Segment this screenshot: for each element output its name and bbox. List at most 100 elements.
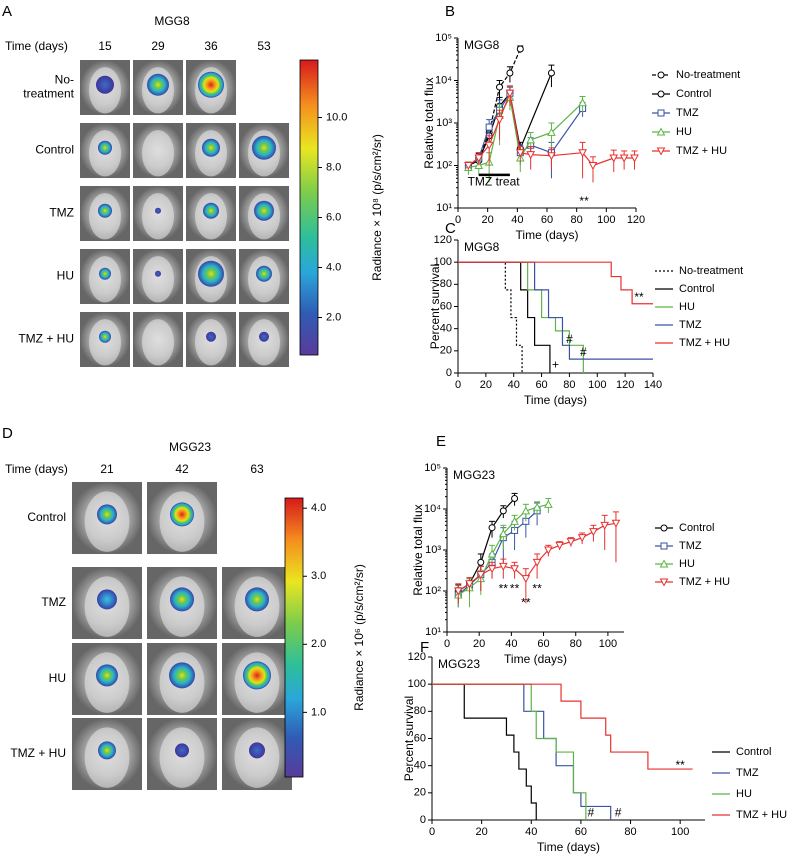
y-tick-label: 10² — [425, 585, 441, 597]
marker — [465, 580, 474, 589]
colorbar-tick-label: 1.0 — [311, 706, 326, 718]
annotation: ** — [532, 581, 542, 595]
legend-label: Control — [676, 88, 711, 100]
x-tick-label: 0 — [429, 826, 435, 838]
marker — [510, 565, 519, 574]
colorbar-label: Radiance × 10⁸ (p/s/cm²/sr) — [370, 134, 384, 281]
annotation: ** — [510, 581, 520, 595]
marker — [547, 152, 556, 161]
series-line — [432, 683, 587, 820]
series-line — [432, 683, 537, 820]
tumor-signal — [97, 589, 117, 610]
row-label: TMZ — [49, 206, 74, 220]
tumor-signal — [256, 265, 272, 282]
x-tick-label: 20 — [476, 826, 488, 838]
y-tick-label: 10³ — [425, 544, 441, 556]
tumor-signal — [98, 741, 116, 760]
series-line — [468, 48, 521, 166]
mouse-head — [142, 319, 174, 366]
tumor-signal — [155, 270, 161, 277]
x-tick-label: 40 — [525, 826, 537, 838]
time-value: 42 — [175, 462, 189, 476]
y-axis-label: Percent survival — [402, 696, 416, 781]
mouse-head — [142, 193, 174, 240]
marker — [657, 71, 665, 79]
row-label: Control — [27, 510, 66, 524]
colorbar-tick-label: 10.0 — [326, 111, 347, 123]
y-tick-label: 10⁵ — [424, 462, 441, 474]
x-tick-label: 40 — [508, 379, 520, 391]
legend-label: HU — [679, 301, 695, 313]
marker — [474, 154, 484, 163]
tumor-signal — [245, 587, 269, 612]
marker — [506, 69, 514, 77]
y-tick-label: 80 — [440, 278, 452, 290]
y-tick-label: 10¹ — [425, 626, 441, 638]
row-label: HU — [49, 671, 66, 685]
colorbar-tick-label: 4.0 — [311, 502, 326, 514]
y-axis-label: Relative total flux — [411, 504, 425, 595]
annotation: # — [580, 345, 587, 359]
x-axis-label: Time (days) — [537, 840, 600, 854]
x-tick-label: 60 — [537, 638, 549, 650]
y-tick-label: 10³ — [436, 117, 452, 129]
panel-letter: D — [2, 425, 13, 442]
tumor-signal — [96, 75, 114, 94]
tumor-signal — [169, 662, 195, 689]
legend-label: TMZ + HU — [676, 145, 727, 157]
tumor-signal — [99, 267, 111, 280]
tumor-signal — [254, 200, 274, 221]
marker — [566, 538, 576, 547]
legend-label: Control — [679, 522, 714, 534]
x-tick-label: 100 — [597, 214, 615, 226]
tumor-signal — [97, 504, 117, 525]
panel-letter: A — [2, 3, 12, 20]
x-tick-label: 20 — [473, 638, 485, 650]
marker — [588, 162, 598, 171]
marker — [577, 534, 587, 543]
marker — [499, 507, 507, 515]
marker — [532, 502, 542, 511]
x-tick-label: 20 — [482, 214, 494, 226]
series-line — [458, 261, 551, 373]
marker — [600, 521, 610, 530]
legend-label: TMZ + HU — [679, 576, 730, 588]
marker — [498, 529, 508, 538]
legend-label: Control — [679, 283, 714, 295]
panel-letter: B — [445, 3, 455, 20]
marker — [510, 516, 519, 525]
time-value: 36 — [204, 39, 218, 53]
x-tick-label: 100 — [588, 379, 606, 391]
tumor-signal — [198, 260, 224, 287]
x-tick-label: 80 — [563, 379, 575, 391]
plot-label: MGG8 — [464, 38, 500, 52]
colorbar — [299, 59, 319, 356]
panel-title: MGG8 — [154, 14, 190, 28]
marker — [495, 116, 504, 125]
time-value: 53 — [257, 39, 271, 53]
y-tick-label: 0 — [420, 814, 426, 826]
x-tick-label: 0 — [455, 379, 461, 391]
marker — [464, 162, 473, 171]
colorbar-label: Radiance × 10⁶ (p/s/cm²/sr) — [352, 564, 366, 711]
y-tick-label: 10² — [436, 159, 452, 171]
row-label: TMZ — [41, 595, 66, 609]
legend-label: HU — [736, 788, 752, 800]
x-tick-label: 80 — [570, 638, 582, 650]
y-tick-label: 100 — [408, 678, 426, 690]
x-tick-label: 60 — [575, 826, 587, 838]
row-label: TMZ + HU — [18, 332, 74, 346]
series-line — [432, 683, 693, 770]
marker — [505, 89, 515, 98]
tumor-signal — [170, 587, 194, 612]
marker — [477, 558, 485, 566]
y-tick-label: 80 — [414, 705, 426, 717]
marker — [544, 499, 553, 508]
tumor-signal — [98, 140, 112, 155]
marker — [657, 109, 665, 117]
time-value: 63 — [250, 462, 264, 476]
tumor-signal — [259, 331, 269, 342]
tumor-signal — [98, 203, 112, 218]
time-value: 15 — [98, 39, 112, 53]
